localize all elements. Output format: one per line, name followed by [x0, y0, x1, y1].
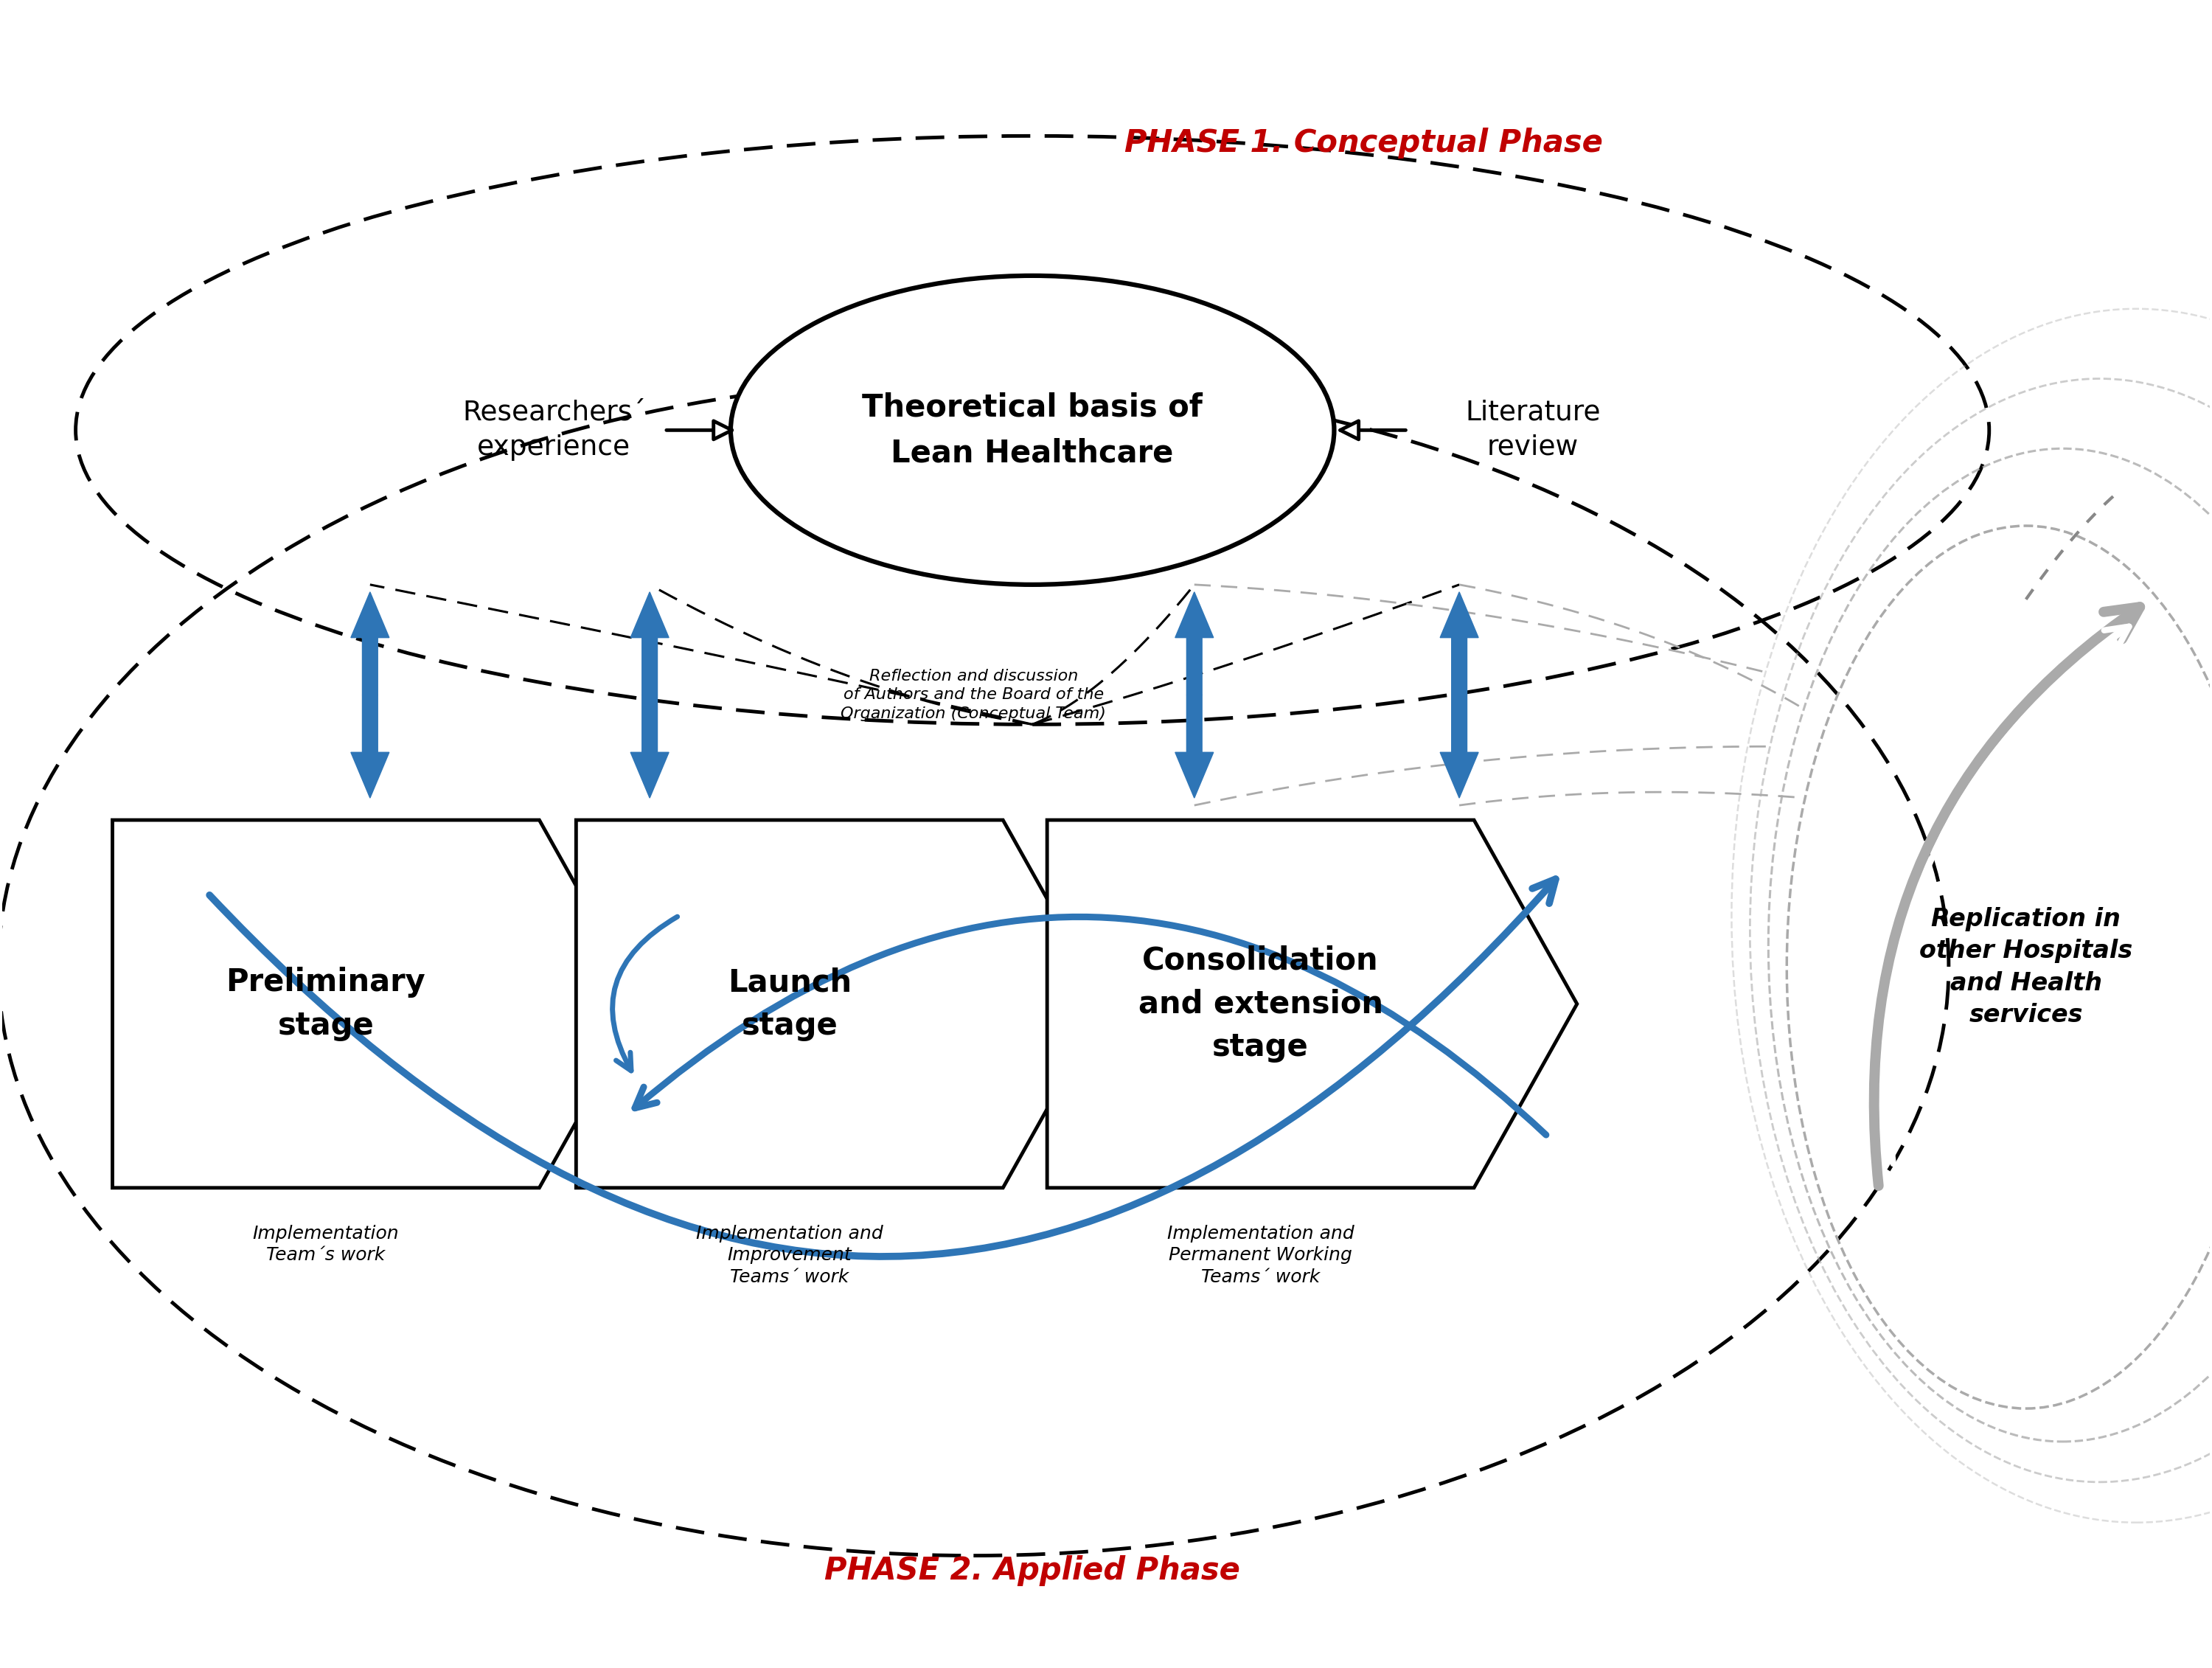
Text: Implementation and
Improvement
Teams´ work: Implementation and Improvement Teams´ wo… [697, 1224, 883, 1286]
FancyArrow shape [352, 592, 389, 696]
Text: Reflection and discussion
of Authors and the Board of the
Organization (Conceptu: Reflection and discussion of Authors and… [841, 669, 1106, 721]
FancyArrow shape [630, 592, 668, 696]
Text: Literature
review: Literature review [1464, 399, 1601, 460]
FancyArrow shape [1175, 696, 1214, 797]
Text: Consolidation
and extension
stage: Consolidation and extension stage [1139, 946, 1382, 1063]
Text: Launch
stage: Launch stage [728, 967, 852, 1041]
Text: Researchers´
experience: Researchers´ experience [462, 399, 646, 460]
Polygon shape [113, 821, 641, 1188]
Polygon shape [1046, 821, 1577, 1188]
Text: PHASE 1. Conceptual Phase: PHASE 1. Conceptual Phase [1124, 128, 1604, 158]
Text: Theoretical basis of
Lean Healthcare: Theoretical basis of Lean Healthcare [863, 392, 1203, 469]
Text: PHASE 2. Applied Phase: PHASE 2. Applied Phase [825, 1555, 1241, 1586]
FancyArrow shape [352, 696, 389, 797]
FancyArrow shape [1440, 696, 1478, 797]
Text: Implementation and
Permanent Working
Teams´ work: Implementation and Permanent Working Tea… [1168, 1224, 1354, 1286]
Polygon shape [575, 821, 1106, 1188]
Text: Replication in
other Hospitals
and Health
services: Replication in other Hospitals and Healt… [1920, 907, 2132, 1027]
Text: Preliminary
stage: Preliminary stage [226, 967, 425, 1041]
FancyArrow shape [1440, 592, 1478, 696]
Ellipse shape [730, 275, 1334, 585]
FancyArrow shape [630, 696, 668, 797]
FancyArrow shape [1175, 592, 1214, 696]
Text: Implementation
Team´s work: Implementation Team´s work [252, 1224, 398, 1264]
